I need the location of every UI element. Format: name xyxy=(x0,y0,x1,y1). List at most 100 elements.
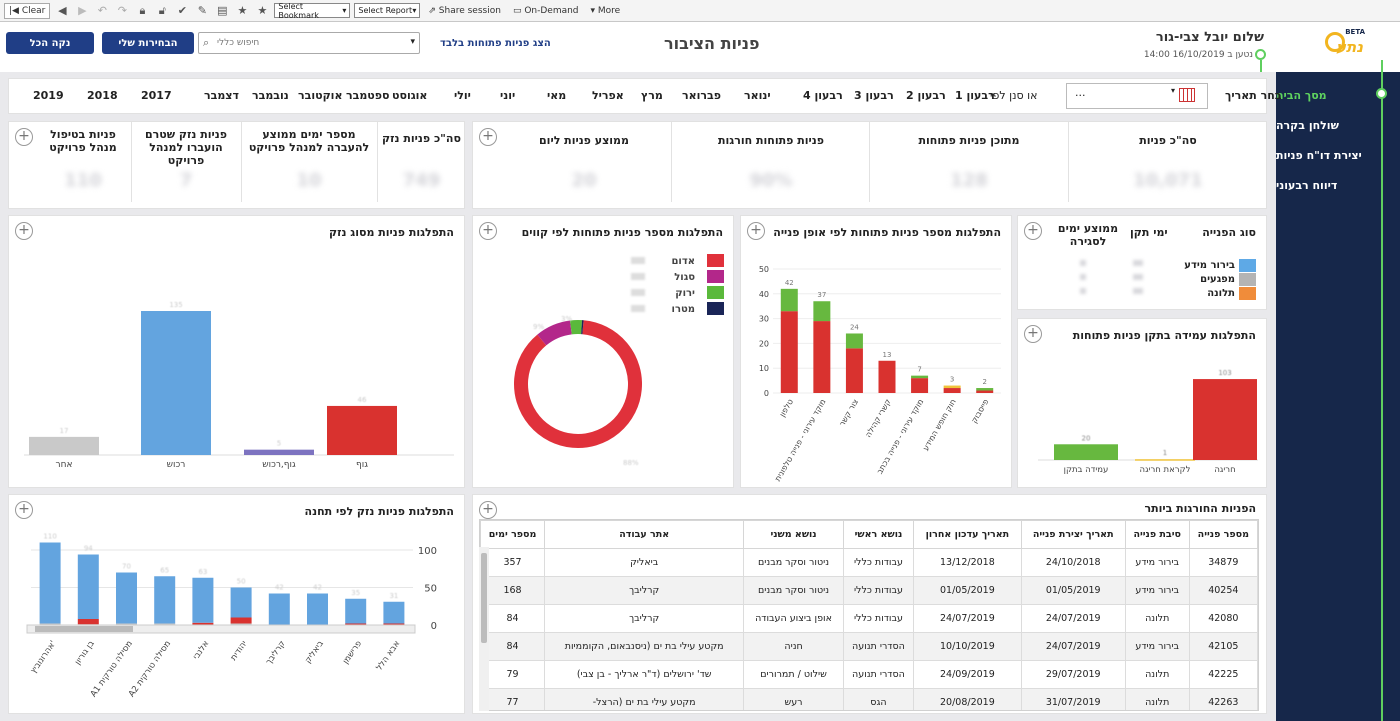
redo-icon[interactable]: ↷ xyxy=(117,4,127,17)
clear-button[interactable]: |◀ Clear xyxy=(4,2,51,19)
bookmark-select[interactable]: Select Bookmark ▾ xyxy=(274,2,351,20)
kpi-card-damage: + סה"כ פניות נזק מספר ימים ממוצע להעברה … xyxy=(8,121,465,209)
table-scrollbar[interactable] xyxy=(479,547,489,711)
year-2019[interactable]: 2019 xyxy=(33,89,64,102)
data-label: 3 xyxy=(950,376,954,384)
table-row[interactable]: 42225 תלונה 29/07/2019 24/09/2019 הסדרי תנוע… xyxy=(480,660,1258,689)
add-icon[interactable]: + xyxy=(479,501,497,519)
sidebar-item-control-desk[interactable]: שולחן בקרה xyxy=(1276,118,1339,132)
month-jan[interactable]: ינואר xyxy=(744,89,771,102)
period-q3[interactable]: רבעון 3 xyxy=(854,89,894,102)
add-icon[interactable]: + xyxy=(15,501,33,519)
on-demand-button[interactable]: ▭ On-Demand xyxy=(512,5,579,16)
check-icon[interactable]: ✔ xyxy=(177,4,187,17)
table-cell: בירור מידע xyxy=(1124,548,1190,577)
add-icon[interactable]: + xyxy=(1024,222,1042,240)
header: BETA נתע שלום יובל צבי-גור נטען ב 16/10/… xyxy=(0,22,1400,72)
column-header[interactable]: סיבת פנייה xyxy=(1124,520,1190,549)
sidebar-item-home[interactable]: מסך הבית xyxy=(1276,88,1327,102)
data-label: 50 xyxy=(237,578,246,586)
month-nov[interactable]: נובמבר xyxy=(252,89,289,102)
star-icon[interactable]: ★ xyxy=(237,4,248,17)
add-icon[interactable]: + xyxy=(15,222,33,240)
table-cell: 24/07/2019 xyxy=(1020,604,1126,633)
month-aug[interactable]: אוגוסט xyxy=(392,89,428,102)
add-icon[interactable]: + xyxy=(747,222,765,240)
date-input[interactable]: ... ▾ xyxy=(1066,83,1208,109)
period-q2[interactable]: רבעון 2 xyxy=(906,89,946,102)
blurred-value xyxy=(631,305,645,312)
period-q1[interactable]: רבעון 1 xyxy=(955,89,995,102)
year-2017[interactable]: 2017 xyxy=(141,89,172,102)
lines-card: + התפלגות מספר פניות פתוחות לפי קווים 88… xyxy=(472,215,734,488)
year-2018[interactable]: 2018 xyxy=(87,89,118,102)
month-feb[interactable]: פברואר xyxy=(682,89,721,102)
month-mar[interactable]: מרץ xyxy=(641,89,663,102)
column-header[interactable]: מספר פנייה xyxy=(1188,520,1258,549)
tick-label: 10 xyxy=(759,364,769,373)
month-jul[interactable]: יולי xyxy=(454,89,471,102)
back-icon[interactable]: ◀ xyxy=(58,4,67,17)
add-icon[interactable]: + xyxy=(479,128,497,146)
sidebar-item-quarterly[interactable]: דיווח רבעוני xyxy=(1276,178,1338,192)
add-icon[interactable]: + xyxy=(15,128,33,146)
table-cell: 01/05/2019 xyxy=(1020,576,1126,605)
column-header[interactable]: נושא ראשי xyxy=(842,520,915,549)
unlock-icon[interactable]: 🔓︎ xyxy=(158,3,166,17)
kpi-label: מתוכן פניות פתוחות xyxy=(918,134,1020,147)
column-header[interactable]: תאריך עדכון אחרון xyxy=(913,520,1022,549)
table-row[interactable]: 42105 בירור מידע 24/07/2019 10/10/2019 הסדרי… xyxy=(480,632,1258,661)
blurred-values xyxy=(1133,260,1143,300)
share-session-button[interactable]: ⇗ Share session xyxy=(428,5,501,16)
report-select[interactable]: Select Report ▾ xyxy=(354,3,421,18)
month-sep[interactable]: ספטמבר xyxy=(346,89,390,102)
star-add-icon[interactable]: ★ xyxy=(257,4,268,17)
month-may[interactable]: מאי xyxy=(547,89,567,102)
kpi-value: 7 xyxy=(179,170,193,191)
lock-icon[interactable]: 🔒︎ xyxy=(139,3,146,17)
legend-swatch xyxy=(707,302,724,315)
bar-segment xyxy=(192,577,214,623)
logo-circle-icon xyxy=(1325,32,1345,52)
bar-segment xyxy=(77,554,99,619)
table-row[interactable]: 42263 תלונה 31/07/2019 20/08/2019 הגס רעש מקטע… xyxy=(480,688,1258,710)
chevron-down-icon: ▾ xyxy=(412,6,417,15)
logo: BETA נתע xyxy=(1313,28,1367,60)
standard-chart: 20 עמידה בתקן 1 לקראת חריגה 103 חריגה xyxy=(1038,369,1258,475)
legend-label: אדום xyxy=(671,256,695,267)
data-label: 35 xyxy=(351,589,360,597)
undo-icon[interactable]: ↶ xyxy=(97,4,107,17)
month-oct[interactable]: אוקטובר xyxy=(298,89,343,102)
column-header[interactable]: תאריך יצירת פנייה xyxy=(1020,520,1126,549)
column-header[interactable]: מספר ימים xyxy=(480,520,546,549)
table-row[interactable]: 40254 בירור מידע 01/05/2019 01/05/2019 עבודו… xyxy=(480,576,1258,605)
month-jun[interactable]: יוני xyxy=(500,89,516,102)
forward-icon[interactable]: ▶ xyxy=(78,4,87,17)
add-icon[interactable]: + xyxy=(479,222,497,240)
edit-icon[interactable]: ✎ xyxy=(197,4,207,17)
table-row[interactable]: 34879 בירור מידע 24/10/2018 13/12/2018 עבודו… xyxy=(480,548,1258,577)
tick-label: פייסבוק xyxy=(970,398,991,425)
table-row[interactable]: 42080 תלונה 24/07/2019 24/07/2019 עבודות כלל… xyxy=(480,604,1258,633)
month-dec[interactable]: דצמבר xyxy=(204,89,239,102)
show-open-only-link[interactable]: הצג פניות פתוחות בלבד xyxy=(440,38,551,49)
column-header[interactable]: אתר עבודה xyxy=(544,520,745,549)
search-input[interactable]: ⌕ חיפוש כללי ▾ xyxy=(198,32,420,54)
scroll-thumb[interactable] xyxy=(481,553,487,643)
add-icon[interactable]: + xyxy=(1024,325,1042,343)
sidebar-item-create-report[interactable]: יצירת דו"ח פניות xyxy=(1276,148,1362,162)
tick-label: קשרי קהילה xyxy=(864,397,893,439)
chart-icon[interactable]: ▤ xyxy=(217,4,228,17)
clear-all-button[interactable]: נקה הכל xyxy=(6,32,94,54)
table-cell: 34879 xyxy=(1188,548,1258,577)
table-cell: עבודות כללי xyxy=(842,576,915,605)
my-selections-button[interactable]: הבחירות שלי xyxy=(102,32,194,54)
period-q4[interactable]: רבעון 4 xyxy=(803,89,843,102)
column-header[interactable]: נושא משני xyxy=(743,520,844,549)
bar-segment xyxy=(345,623,367,625)
month-apr[interactable]: אפריל xyxy=(592,89,624,102)
more-button[interactable]: ▾ More xyxy=(590,5,621,16)
bar-segment xyxy=(845,348,863,393)
legend-swatch xyxy=(1239,259,1256,272)
